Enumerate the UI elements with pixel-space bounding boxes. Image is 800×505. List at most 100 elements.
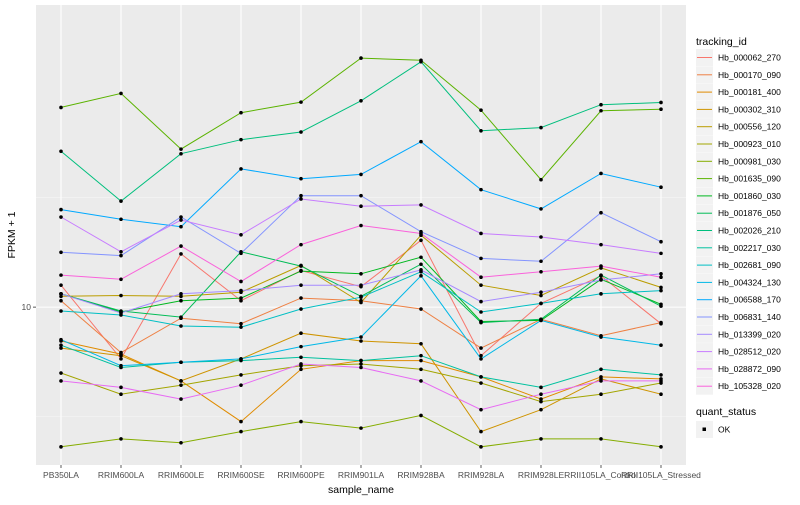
data-point: [179, 383, 183, 387]
data-point: [479, 429, 483, 434]
data-point: [119, 385, 123, 390]
data-point: [359, 223, 363, 228]
data-point: [419, 59, 423, 64]
data-point: [539, 301, 543, 306]
data-point: [119, 363, 123, 368]
data-point: [59, 292, 63, 296]
data-point: [419, 379, 423, 383]
data-point: [659, 251, 663, 256]
data-point: [599, 273, 603, 277]
data-point: [299, 130, 303, 134]
data-point: [599, 264, 603, 268]
data-point: [539, 437, 543, 441]
data-point: [59, 379, 63, 383]
data-point: [479, 320, 483, 325]
data-point: [59, 445, 63, 449]
shape-legend-items: OK: [696, 421, 731, 438]
data-point: [299, 296, 303, 300]
data-point: [419, 255, 423, 260]
data-point: [59, 309, 63, 313]
data-point: [659, 392, 663, 397]
data-point: [59, 298, 63, 303]
data-point: [59, 337, 63, 342]
data-point: [479, 129, 483, 133]
data-point: [239, 373, 243, 377]
data-point: [119, 249, 123, 254]
data-point: [299, 197, 303, 201]
data-point: [239, 232, 243, 237]
data-point: [299, 283, 303, 287]
data-point: [539, 207, 543, 211]
data-point: [59, 343, 63, 347]
data-point: [419, 262, 423, 267]
data-point: [59, 371, 63, 375]
data-point: [299, 193, 303, 198]
data-point: [479, 256, 483, 261]
data-point: [659, 320, 663, 325]
data-point: [119, 217, 123, 222]
legend: tracking_id Hb_000062_270Hb_000170_090Hb…: [696, 36, 781, 438]
legend-label: Hb_013399_020: [718, 329, 781, 339]
legend-label: Hb_002217_030: [718, 243, 781, 253]
legend-label: Hb_000170_090: [718, 70, 781, 80]
data-point: [59, 273, 63, 277]
data-point: [419, 231, 423, 236]
data-point: [59, 294, 63, 299]
data-point: [599, 278, 603, 282]
legend-label: Hb_000923_010: [718, 139, 781, 149]
data-point: [299, 242, 303, 247]
data-point: [359, 56, 363, 60]
legend-label: Hb_105328_020: [718, 381, 781, 391]
data-point: [179, 151, 183, 156]
x-tick-label: RRIM600LA: [98, 470, 145, 480]
data-point: [239, 321, 243, 326]
data-point: [59, 250, 63, 255]
data-point: [239, 429, 243, 434]
data-point: [179, 147, 183, 151]
data-point: [179, 397, 183, 401]
legend-label: Hb_006831_140: [718, 312, 781, 322]
data-point: [599, 242, 603, 247]
shape-legend-title: quant_status: [696, 406, 756, 418]
x-tick-label: RRII105LA_Control: [564, 470, 638, 480]
y-axis-ticks: 10: [22, 302, 36, 312]
data-point: [119, 293, 123, 298]
data-point: [239, 383, 243, 387]
data-point: [479, 346, 483, 350]
data-point: [479, 375, 483, 379]
color-legend-items: Hb_000062_270 Hb_000170_090 Hb_000181_400 H…: [696, 49, 781, 395]
data-point: [659, 185, 663, 190]
data-point: [659, 304, 663, 308]
legend-label: Hb_000062_270: [718, 53, 781, 63]
x-tick-label: RRIM600SE: [217, 470, 265, 480]
data-point: [479, 407, 483, 412]
x-tick-label: RRIM928BA: [397, 470, 445, 480]
data-point: [599, 367, 603, 372]
data-point: [359, 339, 363, 343]
data-point: [119, 437, 123, 441]
legend-label: Hb_002681_090: [718, 260, 781, 270]
data-point: [59, 283, 63, 287]
data-point: [359, 295, 363, 300]
data-point: [359, 362, 363, 366]
data-point: [539, 290, 543, 294]
data-point: [419, 274, 423, 278]
data-point: [539, 397, 543, 401]
data-point: [179, 244, 183, 248]
legend-label: Hb_000181_400: [718, 87, 781, 97]
data-point: [59, 346, 63, 350]
data-point: [599, 102, 603, 107]
data-point: [539, 392, 543, 397]
data-point: [659, 107, 663, 112]
data-point: [659, 445, 663, 449]
data-point: [299, 362, 303, 366]
data-point: [419, 139, 423, 144]
data-point: [239, 325, 243, 329]
data-point: [119, 353, 123, 358]
data-point: [599, 210, 603, 215]
data-point: [419, 203, 423, 207]
legend-point-marker: [702, 427, 706, 431]
data-point: [419, 353, 423, 358]
data-point: [599, 292, 603, 296]
